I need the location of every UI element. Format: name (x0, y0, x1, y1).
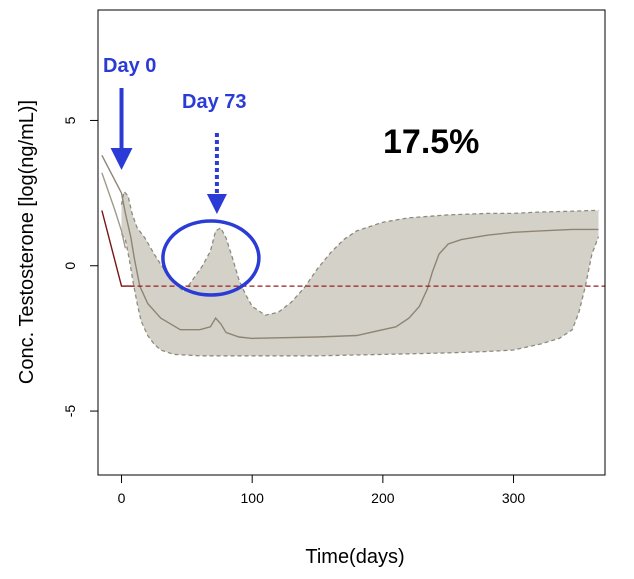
annotation-layer: Day 0 Day 73 17.5% (103, 55, 479, 297)
band-fill (121, 191, 599, 356)
plot-frame (97, 9, 606, 476)
y-axis: -5 0 5 (62, 116, 98, 417)
series-line-2 (101, 172, 127, 249)
band-lower-edge (120, 233, 600, 357)
x-tick-label: 300 (502, 490, 526, 506)
x-tick-label: 0 (118, 490, 126, 506)
day0-label: Day 0 (103, 55, 156, 77)
y-tick-label: 0 (62, 262, 78, 270)
day73-highlight-circle (161, 219, 261, 297)
x-axis: 0 100 200 300 (118, 475, 526, 506)
y-tick-label: -5 (62, 405, 78, 418)
y-axis-label: Conc. Testosterone [log(ng/mL)] (16, 100, 38, 384)
day73-label: Day 73 (182, 91, 247, 113)
y-tick-label: 5 (62, 116, 78, 124)
x-tick-label: 100 (241, 490, 265, 506)
x-tick-label: 200 (371, 490, 395, 506)
confidence-band (120, 190, 600, 357)
band-upper-edge (120, 190, 599, 316)
day73-arrowhead (206, 194, 227, 214)
percent-label: 17.5% (383, 123, 479, 161)
day0-arrowhead (110, 148, 133, 170)
series-line-1 (101, 154, 599, 340)
x-axis-label: Time(days) (305, 546, 404, 568)
